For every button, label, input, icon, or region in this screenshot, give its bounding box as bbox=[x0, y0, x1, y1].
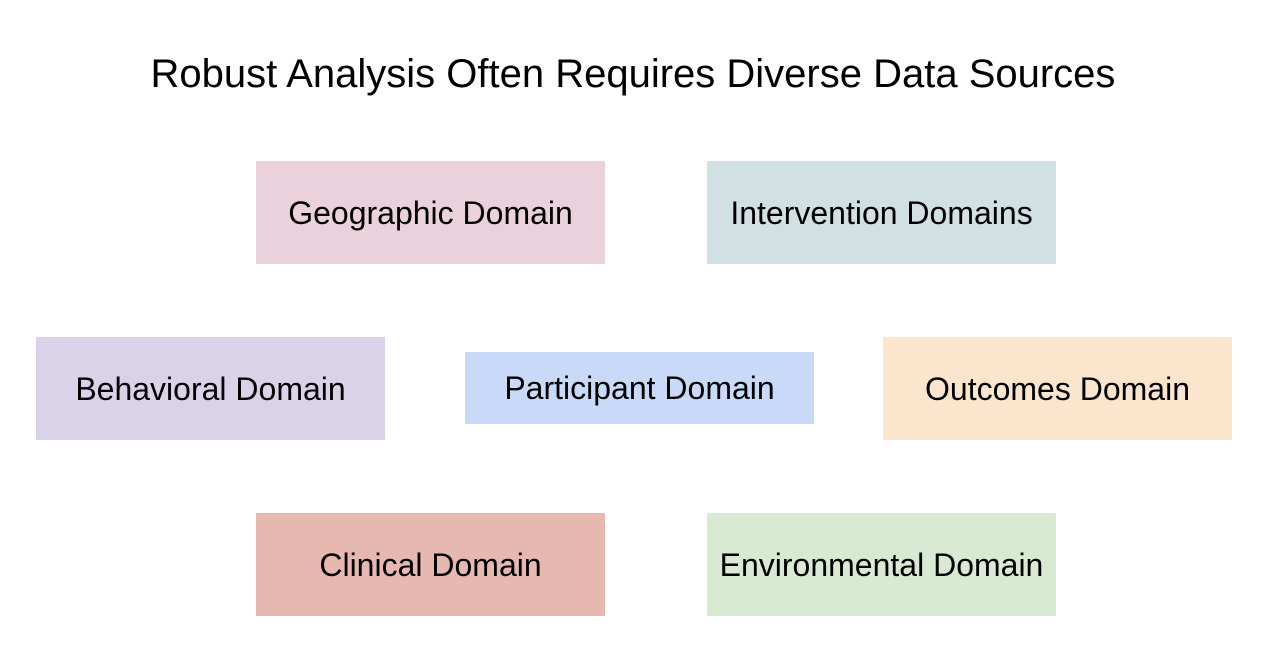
participant-domain-box: Participant Domain bbox=[465, 352, 814, 424]
environmental-domain-box: Environmental Domain bbox=[707, 513, 1056, 616]
geographic-domain-box: Geographic Domain bbox=[256, 161, 605, 264]
outcomes-domain-box: Outcomes Domain bbox=[883, 337, 1232, 440]
diagram-title: Robust Analysis Often Requires Diverse D… bbox=[150, 52, 1116, 96]
behavioral-domain-box: Behavioral Domain bbox=[36, 337, 385, 440]
clinical-domain-box: Clinical Domain bbox=[256, 513, 605, 616]
intervention-domains-box: Intervention Domains bbox=[707, 161, 1056, 264]
